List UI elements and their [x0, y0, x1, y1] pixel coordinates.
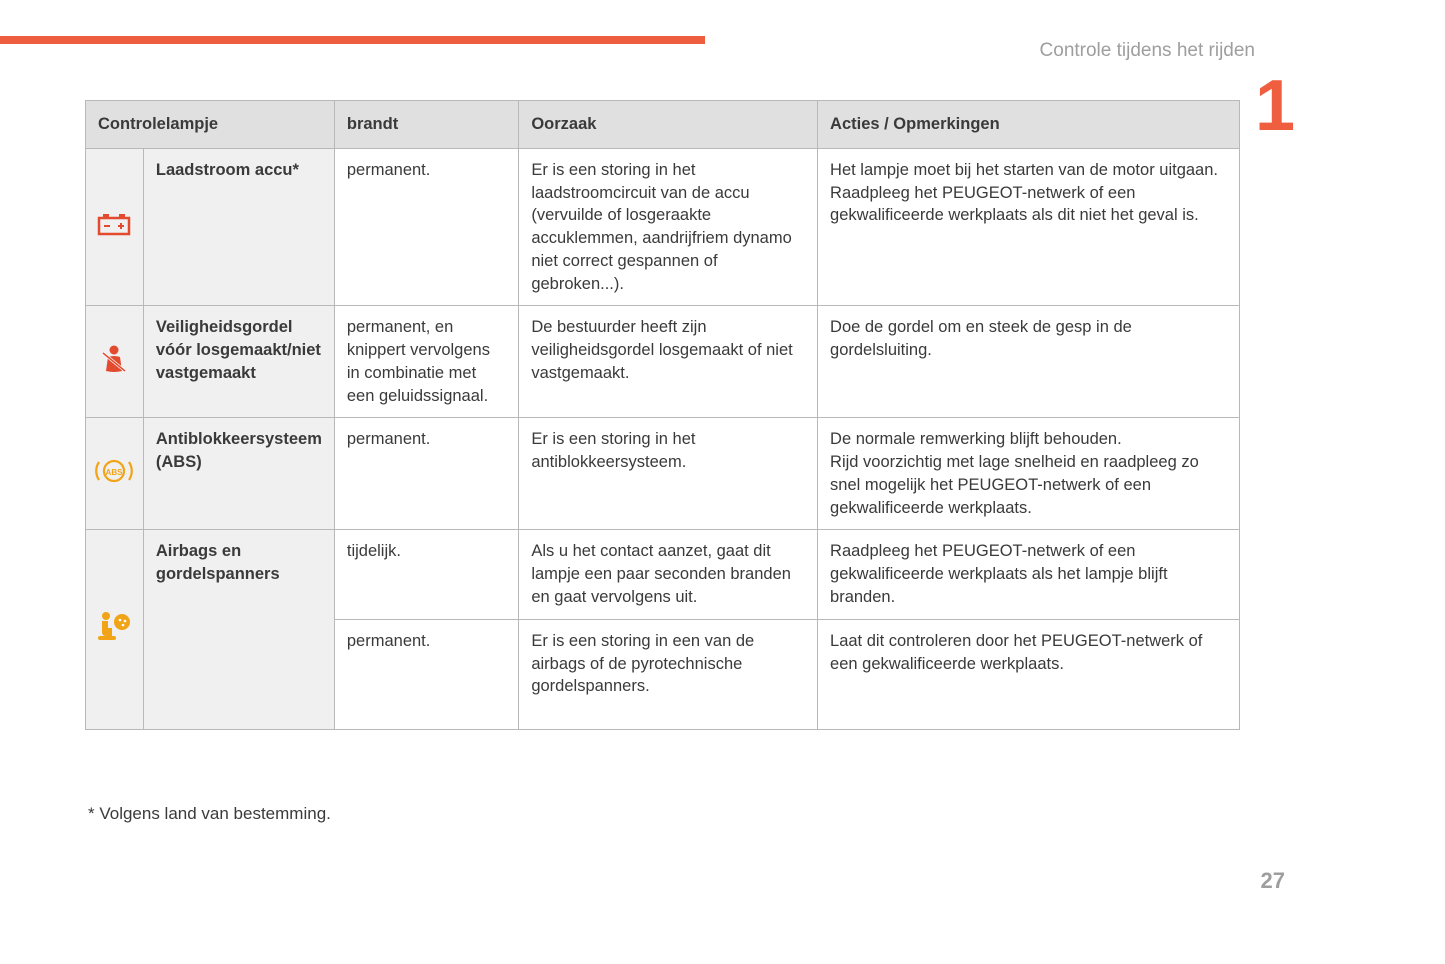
acties-cell: De normale remwerking blijft behouden. R… — [818, 418, 1240, 530]
battery-icon — [97, 212, 131, 236]
label-cell: Laadstroom accu* — [143, 148, 334, 306]
icon-cell — [86, 306, 144, 418]
icon-cell — [86, 148, 144, 306]
oorzaak-cell: Er is een storing in een van de airbags … — [519, 619, 818, 729]
acties-cell: Laat dit controleren door het PEUGEOT-ne… — [818, 619, 1240, 729]
oorzaak-cell: De bestuurder heeft zijn veiligheidsgord… — [519, 306, 818, 418]
oorzaak-cell: Er is een storing in het laadstroomcircu… — [519, 148, 818, 306]
svg-text:ABS: ABS — [106, 468, 124, 477]
abs-icon: ABS — [95, 457, 133, 485]
brandt-cell: tijdelijk. — [334, 530, 518, 619]
table-row: Veiligheidsgordel vóór losgemaakt/niet v… — [86, 306, 1240, 418]
brandt-cell: permanent. — [334, 418, 518, 530]
acties-cell: Het lampje moet bij het starten van de m… — [818, 148, 1240, 306]
header-oorzaak: Oorzaak — [519, 101, 818, 149]
table-row: ABS Antiblokkeersysteem (ABS) permanent.… — [86, 418, 1240, 530]
table-row: Laadstroom accu* permanent. Er is een st… — [86, 148, 1240, 306]
brandt-cell: permanent. — [334, 148, 518, 306]
table-row: Airbags en gordelspanners tijdelijk. Als… — [86, 530, 1240, 619]
header-controlelampje: Controlelampje — [86, 101, 335, 149]
acties-cell: Doe de gordel om en steek de gesp in de … — [818, 306, 1240, 418]
warning-lights-table: Controlelampje brandt Oorzaak Acties / O… — [85, 100, 1240, 730]
icon-cell: ABS — [86, 418, 144, 530]
header-acties: Acties / Opmerkingen — [818, 101, 1240, 149]
page-number: 27 — [1261, 868, 1285, 894]
label-cell: Antiblokkeersysteem (ABS) — [143, 418, 334, 530]
seatbelt-icon — [99, 343, 129, 375]
footnote: * Volgens land van bestemming. — [88, 804, 331, 824]
label-cell: Airbags en gordelspanners — [143, 530, 334, 729]
brandt-cell: permanent, en knippert vervolgens in com… — [334, 306, 518, 418]
section-title: Controle tijdens het rijden — [1040, 40, 1255, 62]
label-cell: Veiligheidsgordel vóór losgemaakt/niet v… — [143, 306, 334, 418]
acties-cell: Raadpleeg het PEUGEOT-netwerk of een gek… — [818, 530, 1240, 619]
oorzaak-cell: Als u het contact aanzet, gaat dit lampj… — [519, 530, 818, 619]
brandt-cell: permanent. — [334, 619, 518, 729]
icon-cell — [86, 530, 144, 729]
chapter-number: 1 — [1255, 70, 1295, 142]
oorzaak-cell: Er is een storing in het antiblokkeersys… — [519, 418, 818, 530]
header-accent-bar — [0, 36, 705, 44]
airbag-icon — [96, 610, 132, 642]
header-brandt: brandt — [334, 101, 518, 149]
table-header-row: Controlelampje brandt Oorzaak Acties / O… — [86, 101, 1240, 149]
